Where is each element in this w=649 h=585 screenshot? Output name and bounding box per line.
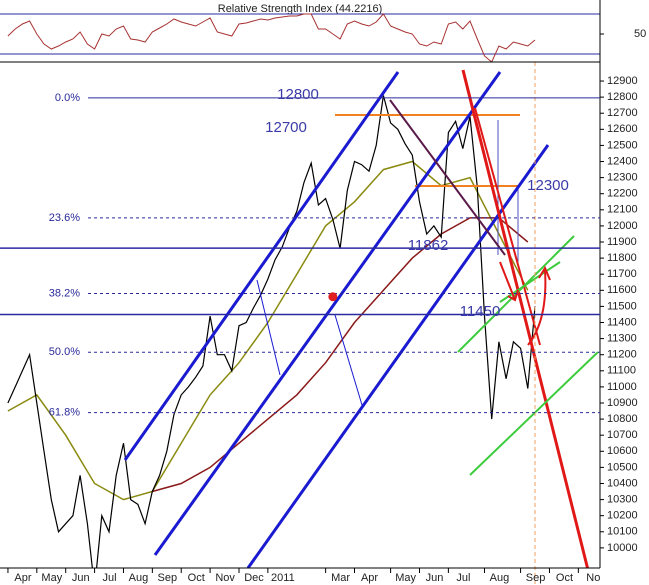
x-tick-label: 2011 [271, 572, 295, 584]
y-tick-label: 12200 [607, 188, 638, 200]
y-tick-label: 11800 [607, 252, 637, 264]
y-tick-label: 10900 [607, 397, 638, 409]
fib-label: 0.0% [55, 92, 80, 104]
price-line [7, 95, 536, 568]
x-tick-label: No [586, 572, 600, 584]
x-tick-label: Oct [188, 572, 205, 584]
y-tick-label: 10000 [607, 542, 638, 554]
y-tick-label: 11100 [607, 365, 636, 377]
low-marker [328, 292, 338, 302]
y-tick-label: 11200 [607, 349, 637, 361]
x-tick-label: May [41, 572, 62, 584]
arrow [527, 265, 551, 346]
downtrend-line [474, 107, 541, 346]
y-tick-label: 10600 [607, 445, 638, 457]
price-annotation: 12700 [265, 119, 307, 136]
y-tick-label: 12500 [607, 139, 638, 151]
y-tick-label: 11300 [607, 333, 637, 345]
fib-label: 50.0% [49, 346, 80, 358]
y-tick-label: 10100 [607, 526, 638, 538]
rsi-title: Relative Strength Index (44.2216) [218, 3, 383, 15]
channel-line [123, 71, 400, 461]
y-tick-label: 11400 [607, 316, 637, 328]
downtrend-line [461, 69, 590, 568]
price-annotation: 11450 [460, 303, 501, 320]
trendlines [123, 69, 599, 568]
price-annotation: 11862 [408, 237, 449, 254]
y-tick-label: 10200 [607, 510, 638, 522]
x-tick-label: Oct [556, 572, 573, 584]
channel-width [334, 314, 363, 406]
x-tick-label: Jun [72, 572, 90, 584]
y-tick-label: 10500 [607, 461, 638, 473]
trend-line [389, 99, 506, 256]
y-tick-label: 11700 [607, 268, 637, 280]
x-tick-label: Mar [331, 572, 350, 584]
x-tick-label: Jul [456, 572, 470, 584]
x-tick-label: May [395, 572, 416, 584]
x-tick-label: Nov [215, 572, 235, 584]
y-tick-label: 12300 [607, 172, 638, 184]
x-tick-label: Jun [426, 572, 444, 584]
y-tick-label: 12900 [607, 75, 638, 87]
green-channel [469, 351, 599, 476]
x-tick-label: Sep [158, 572, 178, 584]
price-annotation: 12800 [277, 86, 319, 103]
x-tick-label: Aug [129, 572, 149, 584]
green-channel [499, 261, 561, 303]
x-tick-label: Jul [103, 572, 117, 584]
x-tick-label: Aug [490, 572, 510, 584]
channel-width [256, 279, 281, 376]
y-tick-label: 10800 [607, 413, 638, 425]
moving-average [152, 217, 529, 493]
y-tick-label: 12800 [607, 91, 638, 103]
fib-label: 61.8% [49, 407, 80, 419]
y-tick-label: 12100 [607, 204, 638, 216]
x-tick-label: Dec [244, 572, 264, 584]
y-tick-label: 12600 [607, 123, 638, 135]
y-tick-label: 11600 [607, 284, 637, 296]
y-tick-label: 11500 [607, 300, 637, 312]
channel-line [153, 71, 502, 556]
y-tick-label: 12400 [607, 155, 638, 167]
y-tick-label: 11900 [607, 236, 637, 248]
y-tick-label: 10400 [607, 477, 638, 489]
fib-label: 38.2% [49, 287, 80, 299]
rsi-line [7, 13, 536, 62]
y-tick-label: 12000 [607, 220, 638, 232]
x-tick-label: Apr [361, 572, 378, 584]
y-tick-label: 10300 [607, 493, 638, 505]
x-tick-label: Sep [526, 572, 546, 584]
x-tick-label: Apr [14, 572, 31, 584]
fib-label: 23.6% [49, 212, 80, 224]
y-tick-label: 10700 [607, 429, 638, 441]
rsi-panel: Relative Strength Index (44.2216) 50 [0, 3, 646, 62]
y-tick-label: 11000 [607, 381, 637, 393]
rsi-tick-label: 50 [634, 28, 646, 40]
y-tick-label: 12700 [607, 107, 638, 119]
price-annotation: 12300 [527, 177, 569, 194]
